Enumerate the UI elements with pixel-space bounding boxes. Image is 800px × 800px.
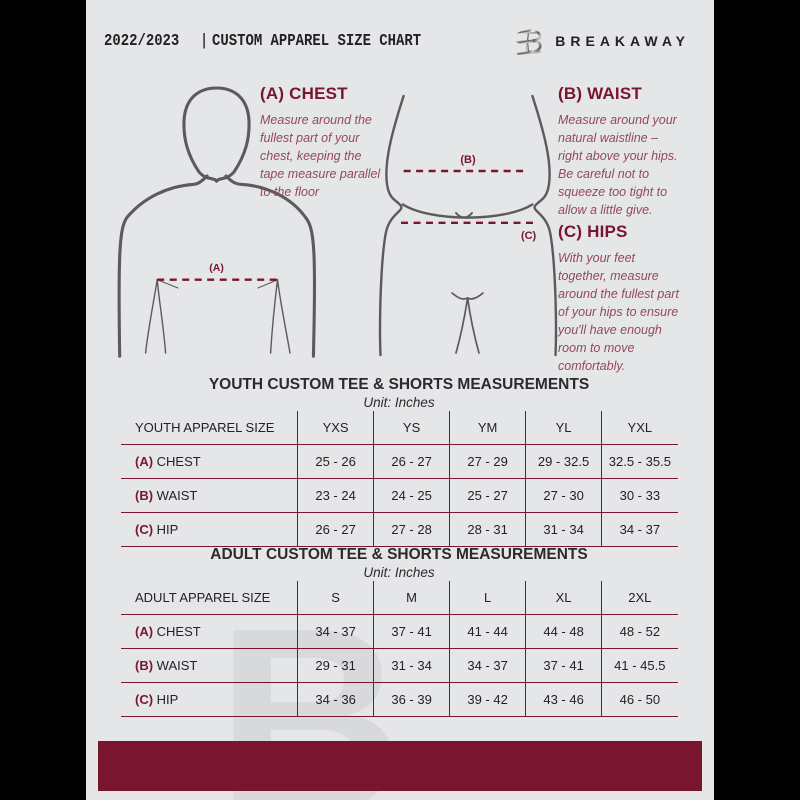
svg-text:(B): (B) bbox=[460, 154, 476, 166]
svg-text:(A): (A) bbox=[209, 262, 224, 274]
svg-text:(C): (C) bbox=[521, 230, 537, 242]
